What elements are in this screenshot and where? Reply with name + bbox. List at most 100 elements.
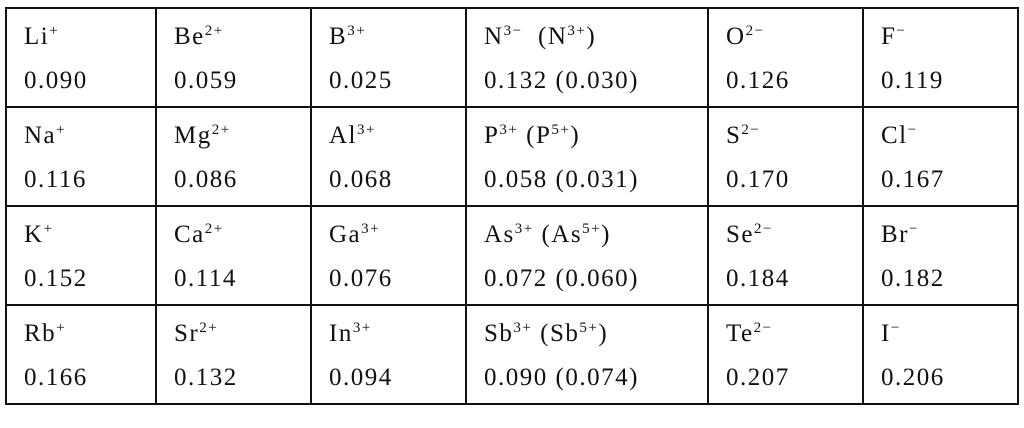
- ion-symbol: I: [881, 320, 891, 347]
- table-cell: I− 0.206: [862, 304, 1019, 405]
- ion-charge: −: [907, 122, 918, 138]
- ion-label: K+: [24, 221, 155, 257]
- table-cell: Sb3+ (Sb5+) 0.090 (0.074): [465, 304, 709, 405]
- table-cell: N3− (N3+) 0.132 (0.030): [465, 7, 709, 108]
- ion-symbol: O: [726, 23, 746, 50]
- ion-symbol: In: [329, 320, 353, 347]
- table-cell: Br− 0.182: [862, 205, 1019, 306]
- table-cell: O2− 0.126: [707, 7, 864, 108]
- table-cell: Cl− 0.167: [862, 106, 1019, 207]
- ion-charge: +: [49, 23, 60, 39]
- ion-label: F−: [881, 23, 1017, 59]
- ion-symbol: Se: [726, 221, 754, 248]
- table-cell: Sr2+ 0.132: [155, 304, 312, 405]
- ion-charge: 3+: [361, 221, 381, 237]
- ion-symbol: Na: [24, 122, 57, 149]
- radius-value: 0.090: [24, 67, 88, 94]
- ion-charge: 2+: [199, 320, 219, 336]
- table-cell: Rb+ 0.166: [5, 304, 157, 405]
- table-cell: Ca2+ 0.114: [155, 205, 312, 306]
- radius-value: 0.116: [24, 166, 87, 193]
- ion-charge: 5+: [551, 122, 571, 138]
- ion-symbol: Mg: [174, 122, 212, 149]
- radius-value: 0.058 (0.031): [484, 166, 639, 193]
- ion-label: O2−: [726, 23, 862, 59]
- ion-label: Br−: [881, 221, 1017, 257]
- ion-symbol: Sr: [174, 320, 200, 347]
- table-cell: Be2+ 0.059: [155, 7, 312, 108]
- radius-value: 0.152: [24, 265, 88, 292]
- table-cell: Ga3+ 0.076: [310, 205, 467, 306]
- ion-symbol: Li: [24, 23, 50, 50]
- table-cell: F− 0.119: [862, 7, 1019, 108]
- ion-charge: 2−: [741, 122, 761, 138]
- ion-symbol: Al: [329, 122, 357, 149]
- radius-value: 0.090 (0.074): [484, 364, 639, 391]
- radius-value: 0.206: [881, 364, 945, 391]
- ion-symbol: ): [598, 320, 609, 347]
- ion-symbol: Te: [726, 320, 754, 347]
- radius-value: 0.025: [329, 67, 393, 94]
- table-cell: Al3+ 0.068: [310, 106, 467, 207]
- ion-charge: 3−: [503, 23, 523, 39]
- ion-table: Li+ 0.090 Be2+ 0.059 B3+ 0.025 N3− (N3+) 0.132 …: [5, 7, 1019, 405]
- ion-charge: 3+: [347, 23, 367, 39]
- ion-charge: 3+: [357, 122, 376, 138]
- ion-label: P3+ (P5+): [484, 122, 707, 158]
- radius-value: 0.207: [726, 364, 790, 391]
- ion-label: Na+: [24, 122, 155, 158]
- ion-charge: 3+: [513, 320, 533, 336]
- radius-value: 0.166: [24, 364, 88, 391]
- ion-charge: 2−: [753, 320, 773, 336]
- ion-symbol: As: [484, 221, 515, 248]
- ion-charge: 3+: [567, 23, 587, 39]
- ion-label: Be2+: [174, 23, 310, 59]
- ion-label: Al3+: [329, 122, 465, 158]
- ion-charge: +: [56, 320, 67, 336]
- ion-label: Ca2+: [174, 221, 310, 257]
- ion-charge: 2+: [204, 23, 224, 39]
- table-cell: Te2− 0.207: [707, 304, 864, 405]
- ion-charge: 3+: [499, 122, 519, 138]
- table-cell: As3+ (As5+) 0.072 (0.060): [465, 205, 709, 306]
- ion-symbol: (P: [518, 122, 552, 149]
- ion-symbol: Rb: [24, 320, 57, 347]
- ion-symbol: (As: [533, 221, 583, 248]
- ion-symbol: S: [726, 122, 742, 149]
- ion-label: Mg2+: [174, 122, 310, 158]
- radius-value: 0.182: [881, 265, 945, 292]
- ion-label: Rb+: [24, 320, 155, 356]
- radius-value: 0.126: [726, 67, 790, 94]
- ion-symbol: ): [570, 122, 581, 149]
- ion-charge: 2−: [745, 23, 765, 39]
- table-row: K+ 0.152 Ca2+ 0.114 Ga3+ 0.076 As3+ (As5+) 0.07…: [5, 205, 1019, 306]
- radius-value: 0.114: [174, 265, 237, 292]
- table-cell: B3+ 0.025: [310, 7, 467, 108]
- ion-label: I−: [881, 320, 1017, 356]
- radius-value: 0.068: [329, 166, 393, 193]
- ion-charge: −: [890, 320, 901, 336]
- ion-symbol: N: [484, 23, 504, 50]
- table-cell: P3+ (P5+) 0.058 (0.031): [465, 106, 709, 207]
- ion-charge: 3+: [352, 320, 372, 336]
- table-row: Rb+ 0.166 Sr2+ 0.132 In3+ 0.094 Sb3+ (Sb5+) 0.0…: [5, 304, 1019, 405]
- ion-label: N3− (N3+): [484, 23, 707, 59]
- ion-symbol: (Sb: [532, 320, 580, 347]
- ion-charge: 2+: [204, 221, 224, 237]
- ion-charge: 5+: [579, 320, 599, 336]
- ion-symbol: F: [881, 23, 897, 50]
- ion-label: In3+: [329, 320, 465, 356]
- ion-label: Se2−: [726, 221, 862, 257]
- radius-value: 0.184: [726, 265, 790, 292]
- ion-charge: 2+: [211, 122, 231, 138]
- table-cell: K+ 0.152: [5, 205, 157, 306]
- table-cell: Na+ 0.116: [5, 106, 157, 207]
- radius-value: 0.072 (0.060): [484, 265, 639, 292]
- ion-symbol: (N: [522, 23, 568, 50]
- ion-symbol: Br: [881, 221, 909, 248]
- radius-value: 0.094: [329, 364, 393, 391]
- ion-label: As3+ (As5+): [484, 221, 707, 257]
- table-cell: Li+ 0.090: [5, 7, 157, 108]
- ion-symbol: Ga: [329, 221, 362, 248]
